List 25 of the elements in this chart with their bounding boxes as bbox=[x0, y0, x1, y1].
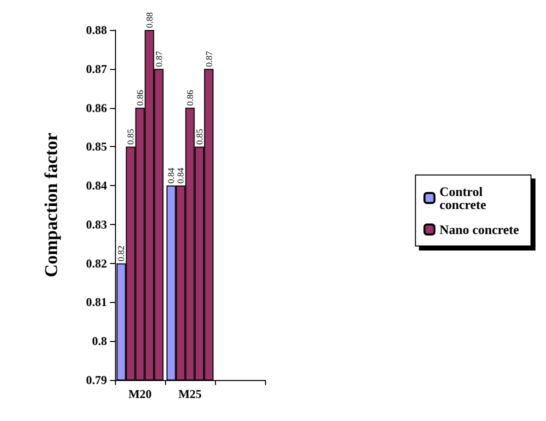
y-tick-label: 0.8 bbox=[92, 334, 107, 348]
data-label: 0.85 bbox=[126, 128, 136, 145]
y-tick-label: 0.88 bbox=[86, 23, 107, 37]
x-tick-label: M25 bbox=[178, 387, 202, 401]
y-tick-label: 0.79 bbox=[86, 373, 107, 387]
y-tick-label: 0.83 bbox=[86, 217, 107, 232]
data-label: 0.87 bbox=[204, 50, 214, 67]
data-label: 0.86 bbox=[135, 90, 145, 106]
y-tick-label: 0.87 bbox=[86, 62, 107, 76]
data-label: 0.84 bbox=[176, 167, 186, 184]
legend-label: Nano concrete bbox=[439, 222, 520, 237]
y-tick-label: 0.85 bbox=[86, 140, 107, 154]
y-tick-label: 0.81 bbox=[86, 295, 107, 310]
data-label: 0.86 bbox=[185, 90, 195, 106]
y-axis-title: Compaction factor bbox=[41, 132, 61, 278]
data-label: 0.84 bbox=[166, 167, 176, 184]
data-label: 0.87 bbox=[154, 50, 164, 67]
data-label: 0.82 bbox=[116, 246, 126, 262]
data-label: 0.85 bbox=[194, 128, 204, 145]
data-label: 0.88 bbox=[144, 12, 154, 28]
x-tick-label: M20 bbox=[128, 387, 152, 401]
legend-label: Control concrete bbox=[439, 184, 486, 212]
y-tick-label: 0.86 bbox=[86, 100, 107, 115]
y-tick-label: 0.82 bbox=[86, 256, 107, 270]
y-tick-label: 0.84 bbox=[86, 178, 107, 193]
